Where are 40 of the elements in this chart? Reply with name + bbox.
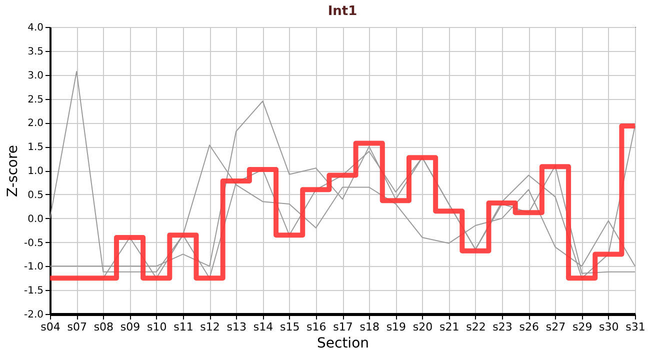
x-tick-label: s17 (333, 320, 353, 334)
x-tick-label: s16 (306, 320, 326, 334)
x-tick-label: s08 (94, 320, 114, 334)
x-tick-label: s11 (174, 320, 194, 334)
x-tick-label: s15 (280, 320, 300, 334)
x-tick-label: s23 (492, 320, 512, 334)
y-axis-title: Z-score (4, 144, 21, 198)
y-tick-label: 0.5 (28, 190, 44, 201)
y-tick-label: 4.0 (28, 22, 44, 34)
y-tick-label: 2.0 (28, 118, 44, 130)
y-tick-label: 3.0 (28, 70, 44, 82)
x-tick-label: s19 (386, 320, 406, 334)
x-tick-label: s12 (200, 320, 220, 334)
x-tick-label: s31 (626, 320, 646, 334)
x-tick-label: s10 (146, 320, 167, 334)
y-tick-label: 1.5 (28, 142, 44, 154)
x-tick-label: s18 (360, 320, 380, 334)
x-tick-label: s14 (253, 320, 274, 334)
x-tick-label: s13 (226, 320, 247, 334)
x-tick-label: s04 (40, 320, 60, 334)
chart-title: Int1 (328, 4, 358, 19)
x-tick-label: s21 (439, 320, 460, 334)
y-tick-label: 1.0 (28, 166, 44, 177)
line-series (50, 70, 636, 272)
y-tick-label: 2.5 (28, 94, 44, 106)
x-tick-label: s27 (546, 320, 566, 334)
y-tick-label: -1.0 (24, 262, 44, 273)
y-tick-label: -0.5 (24, 238, 44, 249)
y-tick-label: 3.5 (28, 46, 44, 58)
x-tick-label: s30 (599, 320, 619, 334)
y-tick-label: -2.0 (24, 310, 44, 320)
x-axis-title: Section (316, 336, 370, 352)
x-tick-label: s07 (67, 320, 87, 334)
x-tick-label: s29 (572, 320, 592, 334)
x-tick-label: s09 (120, 320, 140, 334)
y-tick-label: 0.0 (28, 214, 44, 225)
x-tick-label: s26 (519, 320, 540, 334)
x-tick-label: s20 (412, 320, 433, 334)
y-tick-label: -1.5 (24, 286, 44, 297)
x-tick-label: s22 (466, 320, 486, 334)
